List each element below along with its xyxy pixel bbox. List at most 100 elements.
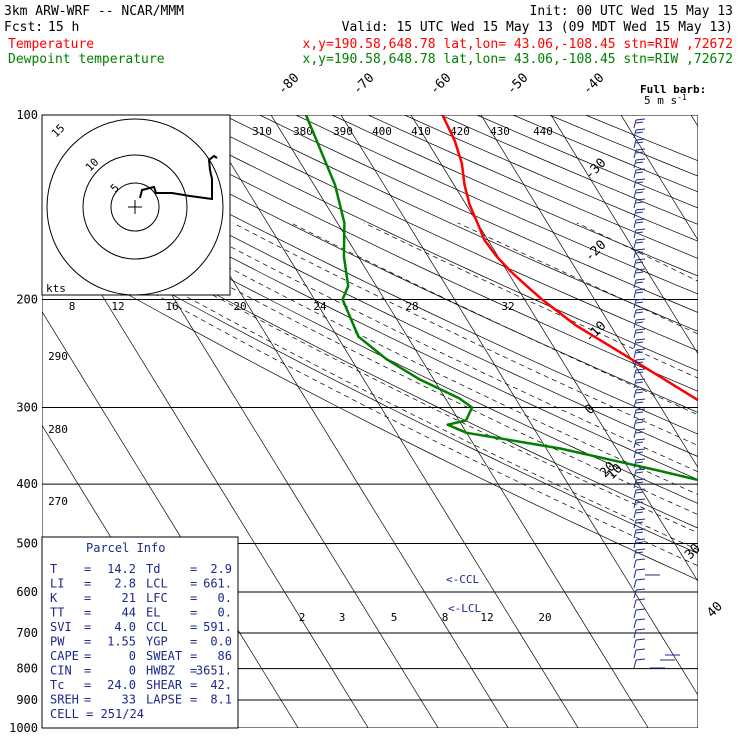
- wind-barb: [635, 268, 646, 271]
- wind-barb: [635, 301, 644, 304]
- parcel-equals: =: [190, 649, 197, 663]
- wind-barb: [635, 498, 646, 501]
- wind-barb: [635, 378, 646, 381]
- dewpoint-line: [304, 115, 698, 482]
- parcel-key-lcl: LCL: [146, 577, 168, 591]
- wind-barb: [635, 278, 646, 281]
- parcel-value-cin: 0: [129, 664, 136, 678]
- wind-barbs: [633, 118, 680, 669]
- wind-barb: [633, 129, 637, 139]
- parcel-equals: =: [190, 678, 197, 692]
- barb-legend-title: Full barb:: [640, 83, 706, 96]
- dry-adiabat: [42, 198, 698, 529]
- wind-barb: [635, 271, 644, 274]
- wind-barb: [635, 221, 644, 224]
- wind-barb: [635, 148, 646, 151]
- parcel-key-k: K: [50, 591, 58, 605]
- wind-barb: [635, 381, 644, 384]
- wind-barb: [635, 241, 644, 244]
- dry-adiabat: [42, 221, 698, 555]
- pressure-label: 900: [16, 693, 38, 707]
- parcel-equals: =: [190, 562, 197, 576]
- wind-barb: [635, 308, 646, 311]
- isotherm-line: [340, 115, 698, 696]
- wind-barb: [635, 151, 644, 154]
- wind-barb: [635, 458, 646, 461]
- parcel-equals: =: [190, 591, 197, 605]
- wind-barb: [633, 279, 637, 289]
- moist-adiabat: [232, 222, 698, 446]
- wind-barb: [635, 188, 646, 191]
- wind-barb: [635, 658, 646, 661]
- pressure-label: 200: [16, 293, 38, 307]
- wind-barb: [635, 181, 644, 184]
- wind-barb: [635, 311, 644, 314]
- theta-label: 430: [490, 125, 510, 138]
- parcel-value-sreh: 33: [122, 693, 136, 707]
- moist-adiabat: [145, 222, 698, 495]
- wind-barb: [635, 521, 644, 524]
- hodograph: 5 10 15 kts: [41, 114, 231, 296]
- sounding-lines: [304, 115, 698, 482]
- parcel-equals: =: [84, 664, 91, 678]
- wind-barb: [633, 449, 637, 459]
- wind-barb: [633, 139, 637, 149]
- wind-barb: [635, 411, 644, 414]
- wind-barb: [633, 499, 637, 509]
- wind-barb: [633, 459, 637, 469]
- wind-barb: [633, 179, 637, 189]
- parcel-key-cell: CELL = 251/24: [50, 707, 144, 721]
- wind-barb: [635, 531, 644, 534]
- mixing-ratio-label: 12: [480, 611, 493, 624]
- wind-barb: [633, 259, 637, 269]
- wind-barb: [635, 171, 644, 174]
- parcel-value-lcl: 661.: [203, 577, 232, 591]
- wind-barb: [633, 249, 637, 259]
- wind-barb: [635, 428, 646, 431]
- wind-barb: [633, 399, 637, 409]
- parcel-info-panel: Parcel Info T = 14.2 Td = 2.9 LI = 2.8 LCL = 661. K =…: [41, 536, 239, 729]
- parcel-value-lapse: 8.1: [210, 693, 232, 707]
- wind-barb: [635, 291, 644, 294]
- wind-barb: [635, 198, 646, 201]
- parcel-value-ccl: 591.: [203, 620, 232, 634]
- pressure-label: 100: [16, 108, 38, 122]
- temperature-label: -20: [582, 238, 609, 265]
- mixing-ratio-label: 3: [339, 611, 346, 624]
- parcel-equals: =: [190, 664, 197, 678]
- upper-mixing-label: 32: [501, 300, 514, 313]
- wind-barb: [633, 429, 637, 439]
- mixing-ratio-label: 20: [538, 611, 551, 624]
- parcel-value-svi: 4.0: [114, 620, 136, 634]
- wind-barb: [633, 409, 637, 419]
- wind-barb: [633, 489, 637, 499]
- wind-barb: [635, 138, 646, 141]
- lcl-marker: <-LCL: [448, 602, 481, 615]
- wind-barb: [635, 598, 646, 601]
- dry-adiabat: [114, 115, 698, 392]
- wind-barb: [635, 528, 646, 531]
- wind-barb: [635, 588, 646, 591]
- parcel-value-cape: 0: [129, 649, 136, 663]
- legend-temperature-info: x,y=190.58,648.78 lat,lon= 43.06,-108.45…: [303, 37, 733, 52]
- wind-barb: [633, 469, 637, 479]
- upper-mixing-label: 24: [313, 300, 327, 313]
- parcel-key-pw: PW: [50, 635, 65, 649]
- theta-label: 420: [450, 125, 470, 138]
- wind-barb: [635, 368, 646, 371]
- hodograph-trace: [139, 154, 218, 201]
- wind-barb: [635, 208, 646, 211]
- wind-barb: [633, 649, 637, 659]
- wind-barb: [633, 319, 637, 329]
- parcel-equals: =: [84, 649, 91, 663]
- wind-barb: [635, 281, 644, 284]
- wind-barb: [635, 441, 644, 444]
- wind-barb: [635, 648, 646, 651]
- wind-barb: [633, 629, 637, 639]
- wind-barb: [635, 251, 644, 254]
- valid-time: Valid: 15 UTC Wed 15 May 13 (09 MDT Wed …: [342, 20, 733, 35]
- init-time: Init: 00 UTC Wed 15 May 13: [530, 4, 734, 19]
- parcel-value-hwbz: 3651.: [196, 664, 232, 678]
- wind-barb: [633, 619, 637, 629]
- dry-adiabat: [585, 115, 698, 162]
